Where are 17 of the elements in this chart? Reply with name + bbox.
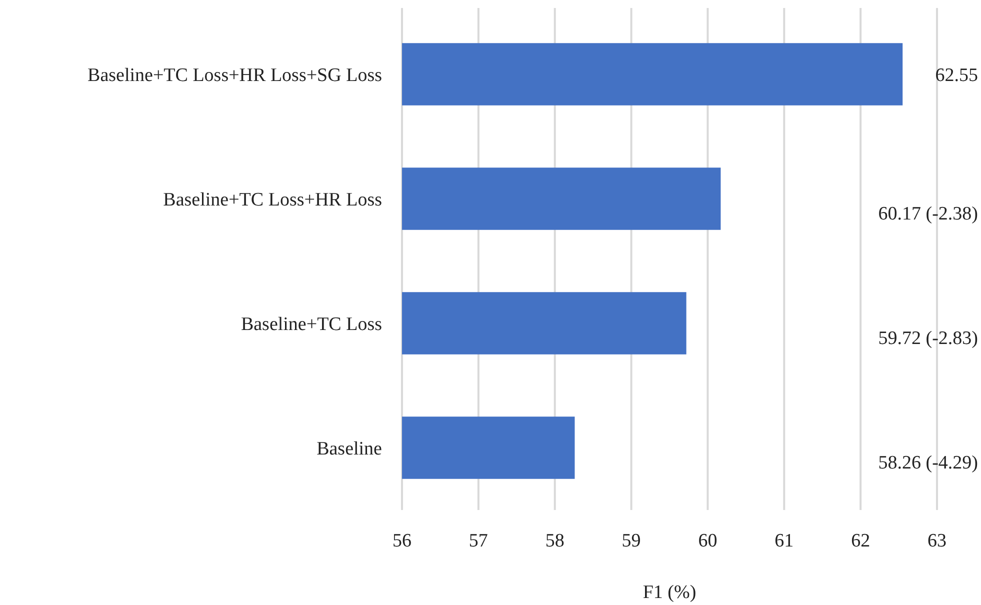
x-tick-label: 61 — [774, 530, 794, 552]
y-tick-label: Baseline — [316, 438, 382, 460]
x-tick-label: 59 — [622, 530, 641, 552]
x-tick-label: 60 — [698, 530, 718, 552]
x-tick-label: 62 — [851, 530, 870, 552]
y-tick-label: Baseline+TC Loss — [240, 314, 382, 335]
y-tick-label: Baseline+TC Loss+HR Loss — [163, 189, 382, 210]
x-tick-label: 57 — [468, 530, 488, 552]
data-label: 58.26 (-4.29) — [878, 452, 978, 474]
x-tick-label: 56 — [392, 530, 412, 552]
x-tick-label: 63 — [928, 530, 946, 552]
data-label: 62.55 — [935, 64, 978, 86]
data-label: 59.72 (-2.83) — [878, 328, 978, 349]
x-tick-label: 58 — [545, 530, 564, 552]
y-tick-label: Baseline+TC Loss+HR Loss+SG Loss — [88, 64, 382, 86]
x-axis-title: F1 (%) — [642, 582, 696, 603]
data-label: 60.17 (-2.38) — [878, 203, 978, 224]
